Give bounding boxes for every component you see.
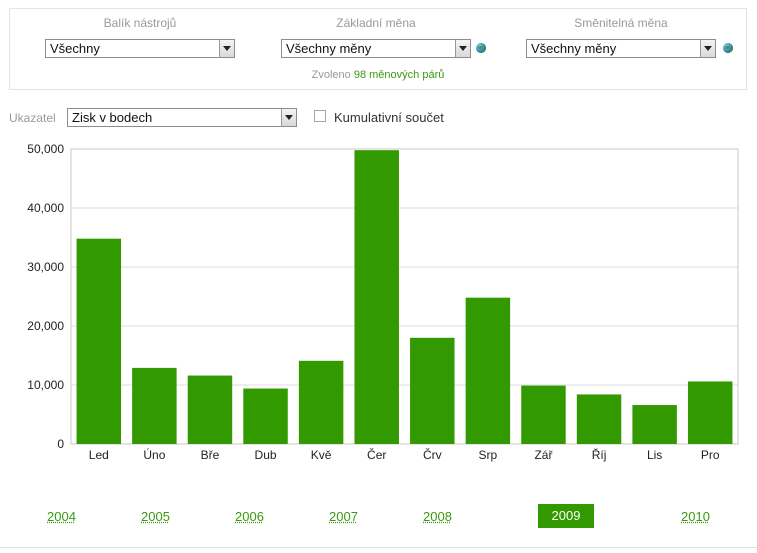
- bar-1[interactable]: [76, 238, 122, 444]
- x-tick-label: Črv: [423, 447, 442, 462]
- indicator-select-value: Zisk v bodech: [72, 110, 153, 125]
- bottom-divider: [0, 547, 757, 548]
- chevron-down-icon[interactable]: [700, 40, 715, 57]
- bar-3[interactable]: [187, 375, 233, 444]
- bar-4[interactable]: [243, 388, 288, 444]
- base-currency-select[interactable]: Všechny měny: [281, 39, 471, 58]
- quote-currency-select[interactable]: Všechny měny: [526, 39, 716, 58]
- pairs-suffix: měnových párů: [369, 69, 445, 81]
- year-link-2004[interactable]: 2004: [47, 509, 76, 524]
- bar-8[interactable]: [465, 297, 511, 444]
- base-currency-select-value: Všechny měny: [286, 41, 372, 56]
- bar-12[interactable]: [687, 381, 733, 444]
- y-axis-ticks: 0 10,000 20,000 30,000 40,000 50,000: [27, 142, 64, 451]
- x-tick-label: Bře: [201, 448, 220, 462]
- bar-2[interactable]: [132, 367, 177, 444]
- chevron-down-icon[interactable]: [455, 40, 470, 57]
- toolbox-select-value: Všechny: [50, 41, 100, 56]
- x-tick-label: Říj: [592, 447, 607, 462]
- selected-pairs-summary: Zvoleno 98 měnových párů: [10, 69, 746, 81]
- indicator-select[interactable]: Zisk v bodech: [67, 108, 297, 127]
- chevron-down-icon[interactable]: [281, 109, 296, 126]
- y-tick-label: 30,000: [27, 260, 64, 274]
- bar-11[interactable]: [632, 405, 677, 444]
- toolbox-select[interactable]: Všechny: [45, 39, 235, 58]
- x-tick-label: Kvě: [311, 448, 332, 462]
- quote-currency-select-value: Všechny měny: [531, 41, 617, 56]
- filter-panel: Balík nástrojů Všechny Základní měna Vše…: [9, 8, 747, 90]
- x-tick-label: Srp: [479, 448, 498, 462]
- bar-7[interactable]: [410, 337, 455, 444]
- bar-6[interactable]: [354, 150, 399, 444]
- x-tick-label: Pro: [701, 448, 720, 462]
- x-tick-label: Zář: [534, 448, 553, 462]
- pairs-count: 98: [353, 69, 367, 81]
- globe-icon[interactable]: [476, 43, 486, 53]
- year-link-2008[interactable]: 2008: [423, 509, 452, 524]
- year-link-2006[interactable]: 2006: [235, 509, 264, 524]
- base-currency-label: Základní měna: [336, 16, 416, 30]
- profit-bar-chart: 0 10,000 20,000 30,000 40,000 50,000 Led Úno Bř…: [27, 142, 739, 462]
- x-tick-label: Led: [89, 448, 109, 462]
- y-tick-label: 50,000: [27, 142, 64, 156]
- pairs-prefix: Zvoleno: [311, 69, 351, 81]
- bar-5[interactable]: [298, 360, 344, 444]
- x-tick-label: Úno: [143, 447, 165, 462]
- x-tick-label: Lis: [647, 448, 662, 462]
- globe-icon[interactable]: [723, 43, 733, 53]
- toolbox-label: Balík nástrojů: [103, 16, 177, 30]
- year-link-2007[interactable]: 2007: [329, 509, 358, 524]
- year-link-2010[interactable]: 2010: [681, 509, 710, 524]
- bar-9[interactable]: [521, 385, 566, 444]
- x-axis-ticks: Led Úno Bře Dub Kvě Čer Črv Srp Zář Říj Lis Pro: [89, 447, 720, 462]
- chart-bars: [76, 150, 733, 444]
- y-tick-label: 10,000: [27, 378, 64, 392]
- year-link-2005[interactable]: 2005: [141, 509, 170, 524]
- bar-10[interactable]: [576, 394, 622, 444]
- cumulative-checkbox[interactable]: [314, 110, 326, 122]
- x-tick-label: Dub: [255, 448, 277, 462]
- year-tab-2009-active[interactable]: 2009: [538, 504, 594, 528]
- plot-area-border: [70, 148, 739, 445]
- indicator-label: Ukazatel: [9, 111, 56, 125]
- y-tick-label: 0: [57, 437, 64, 451]
- y-tick-label: 20,000: [27, 319, 64, 333]
- x-tick-label: Čer: [367, 447, 386, 462]
- y-tick-label: 40,000: [27, 201, 64, 215]
- cumulative-label: Kumulativní součet: [334, 110, 444, 125]
- chevron-down-icon[interactable]: [219, 40, 234, 57]
- quote-currency-label: Směnitelná měna: [574, 16, 668, 30]
